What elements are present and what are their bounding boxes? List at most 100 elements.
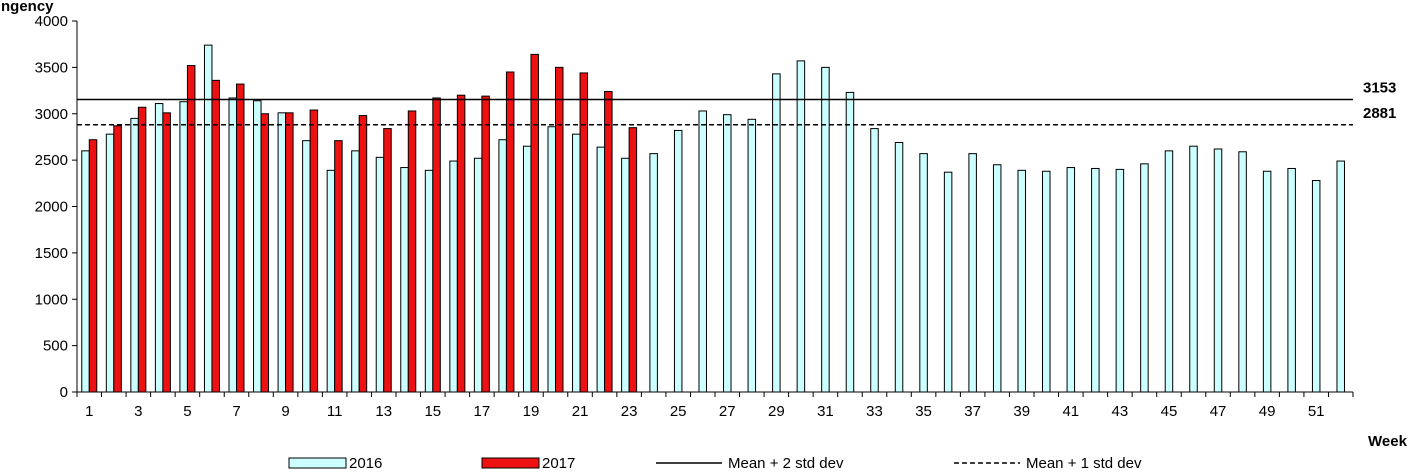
- x-tick-label: 51: [1308, 403, 1325, 420]
- bar-2016-week-5: [179, 101, 188, 393]
- x-tick-label: 3: [134, 403, 142, 420]
- bar-2016-week-39: [1017, 169, 1026, 393]
- x-tick-label: 43: [1112, 403, 1129, 420]
- bar-2017-week-14: [407, 110, 417, 393]
- bar-2016-week-42: [1091, 167, 1100, 393]
- bar-2016-week-51: [1311, 180, 1321, 393]
- bar-2016-week-15: [424, 169, 434, 393]
- bar-2016-week-38: [992, 164, 1002, 393]
- legend-label-2017: 2017: [542, 455, 575, 472]
- bar-2016-week-6: [203, 44, 213, 393]
- bar-2016-week-29: [772, 73, 781, 393]
- bar-2016-week-41: [1066, 167, 1076, 393]
- bar-2016-week-45: [1164, 150, 1174, 393]
- x-tick-label: 21: [572, 403, 589, 420]
- bar-2016-week-14: [400, 167, 409, 393]
- bar-2016-week-17: [473, 157, 483, 393]
- x-tick-label: 5: [183, 403, 191, 420]
- bar-2017-week-11: [334, 140, 343, 393]
- bar-2016-week-7: [228, 97, 237, 393]
- y-tick-label: 1000: [35, 291, 68, 308]
- x-tick-label: 27: [719, 403, 736, 420]
- legend-label-mean-2sd: Mean + 2 std dev: [728, 455, 844, 472]
- bar-2016-week-28: [747, 118, 757, 393]
- y-tick-label: 2500: [35, 152, 68, 169]
- x-tick-label: 49: [1259, 403, 1276, 420]
- bar-2016-week-31: [821, 66, 830, 393]
- bar-2016-week-8: [253, 100, 262, 393]
- bar-2016-week-37: [968, 153, 977, 393]
- x-tick-label: 1: [85, 403, 93, 420]
- bar-2016-week-1: [81, 150, 90, 393]
- x-tick-label: 29: [768, 403, 785, 420]
- bar-2017-week-3: [137, 106, 147, 393]
- y-axis: 0 500 1000 1500 2000 2500 3000 3500 4000: [35, 13, 78, 401]
- legend: 2016 2017 Mean + 2 std dev Mean + 1 std dev: [288, 455, 1142, 472]
- bar-2017-week-2: [113, 125, 122, 393]
- bar-2016-week-40: [1042, 170, 1051, 393]
- bar-2016-week-47: [1213, 148, 1223, 393]
- bar-2016-week-3: [130, 117, 139, 393]
- bar-2016-week-43: [1115, 168, 1125, 393]
- bar-2016-week-12: [351, 150, 360, 393]
- bar-2016-week-52: [1336, 160, 1345, 393]
- bar-2017-week-10: [309, 109, 319, 393]
- bar-2017-week-1: [88, 139, 98, 393]
- x-tick-label: 41: [1062, 403, 1079, 420]
- bar-2016-week-16: [449, 160, 458, 393]
- chart-title-fragment: ngency: [1, 0, 54, 15]
- bar-2017-week-6: [211, 79, 220, 393]
- bar-2016-week-20: [547, 126, 556, 393]
- legend-label-2016: 2016: [349, 455, 382, 472]
- bar-2016-week-46: [1189, 145, 1198, 393]
- bar-2017-week-15: [432, 97, 441, 393]
- legend-swatch-2016: [288, 457, 347, 469]
- bar-2017-week-7: [236, 83, 245, 393]
- bar-2017-week-8: [260, 113, 270, 393]
- legend-swatch-2017: [481, 457, 540, 469]
- bar-2017-week-13: [383, 128, 392, 393]
- bar-2016-week-25: [673, 129, 683, 393]
- bar-2016-week-11: [326, 169, 336, 393]
- reference-line-label: 2881: [1363, 105, 1396, 122]
- bar-2016-week-18: [498, 139, 507, 393]
- bar-2016-week-24: [649, 153, 658, 393]
- x-tick-label: 23: [621, 403, 638, 420]
- bar-2016-week-33: [870, 128, 879, 393]
- x-tick-label: 47: [1210, 403, 1227, 420]
- x-tick-label: 15: [424, 403, 441, 420]
- bar-2016-week-22: [596, 146, 606, 393]
- bar-2016-week-26: [698, 110, 707, 393]
- bar-2017-week-5: [186, 65, 196, 393]
- x-tick-label: 25: [670, 403, 687, 420]
- bar-2017-week-21: [579, 72, 589, 393]
- bar-2017-week-23: [628, 127, 638, 393]
- bar-2017-week-17: [481, 95, 490, 393]
- y-tick-label: 0: [60, 384, 68, 401]
- x-tick-label: 37: [964, 403, 981, 420]
- bar-2016-week-44: [1140, 163, 1149, 393]
- x-tick-label: 7: [232, 403, 240, 420]
- legend-label-mean-1sd: Mean + 1 std dev: [1026, 455, 1142, 472]
- bar-2016-week-35: [919, 153, 928, 393]
- bar-2017-week-12: [358, 115, 368, 393]
- x-tick-label: 39: [1013, 403, 1030, 420]
- bar-2016-week-10: [302, 140, 311, 393]
- reference-line-label: 3153: [1363, 80, 1396, 97]
- x-tick-label: 45: [1161, 403, 1178, 420]
- bar-2016-week-21: [572, 133, 581, 393]
- x-tick-label: 9: [281, 403, 289, 420]
- x-tick-label: 13: [375, 403, 392, 420]
- bar-2016-week-48: [1238, 151, 1247, 393]
- bar-2017-week-4: [162, 112, 171, 393]
- x-tick-label: 31: [817, 403, 834, 420]
- y-tick-label: 3500: [35, 59, 68, 76]
- bar-2017-week-18: [505, 71, 515, 393]
- y-tick-label: 3000: [35, 106, 68, 123]
- bar-2016-week-36: [943, 171, 953, 393]
- bar-2016-week-30: [796, 60, 806, 393]
- y-tick-label: 1500: [35, 245, 68, 262]
- bar-2016-week-34: [894, 142, 904, 393]
- bar-2017-week-9: [285, 112, 294, 393]
